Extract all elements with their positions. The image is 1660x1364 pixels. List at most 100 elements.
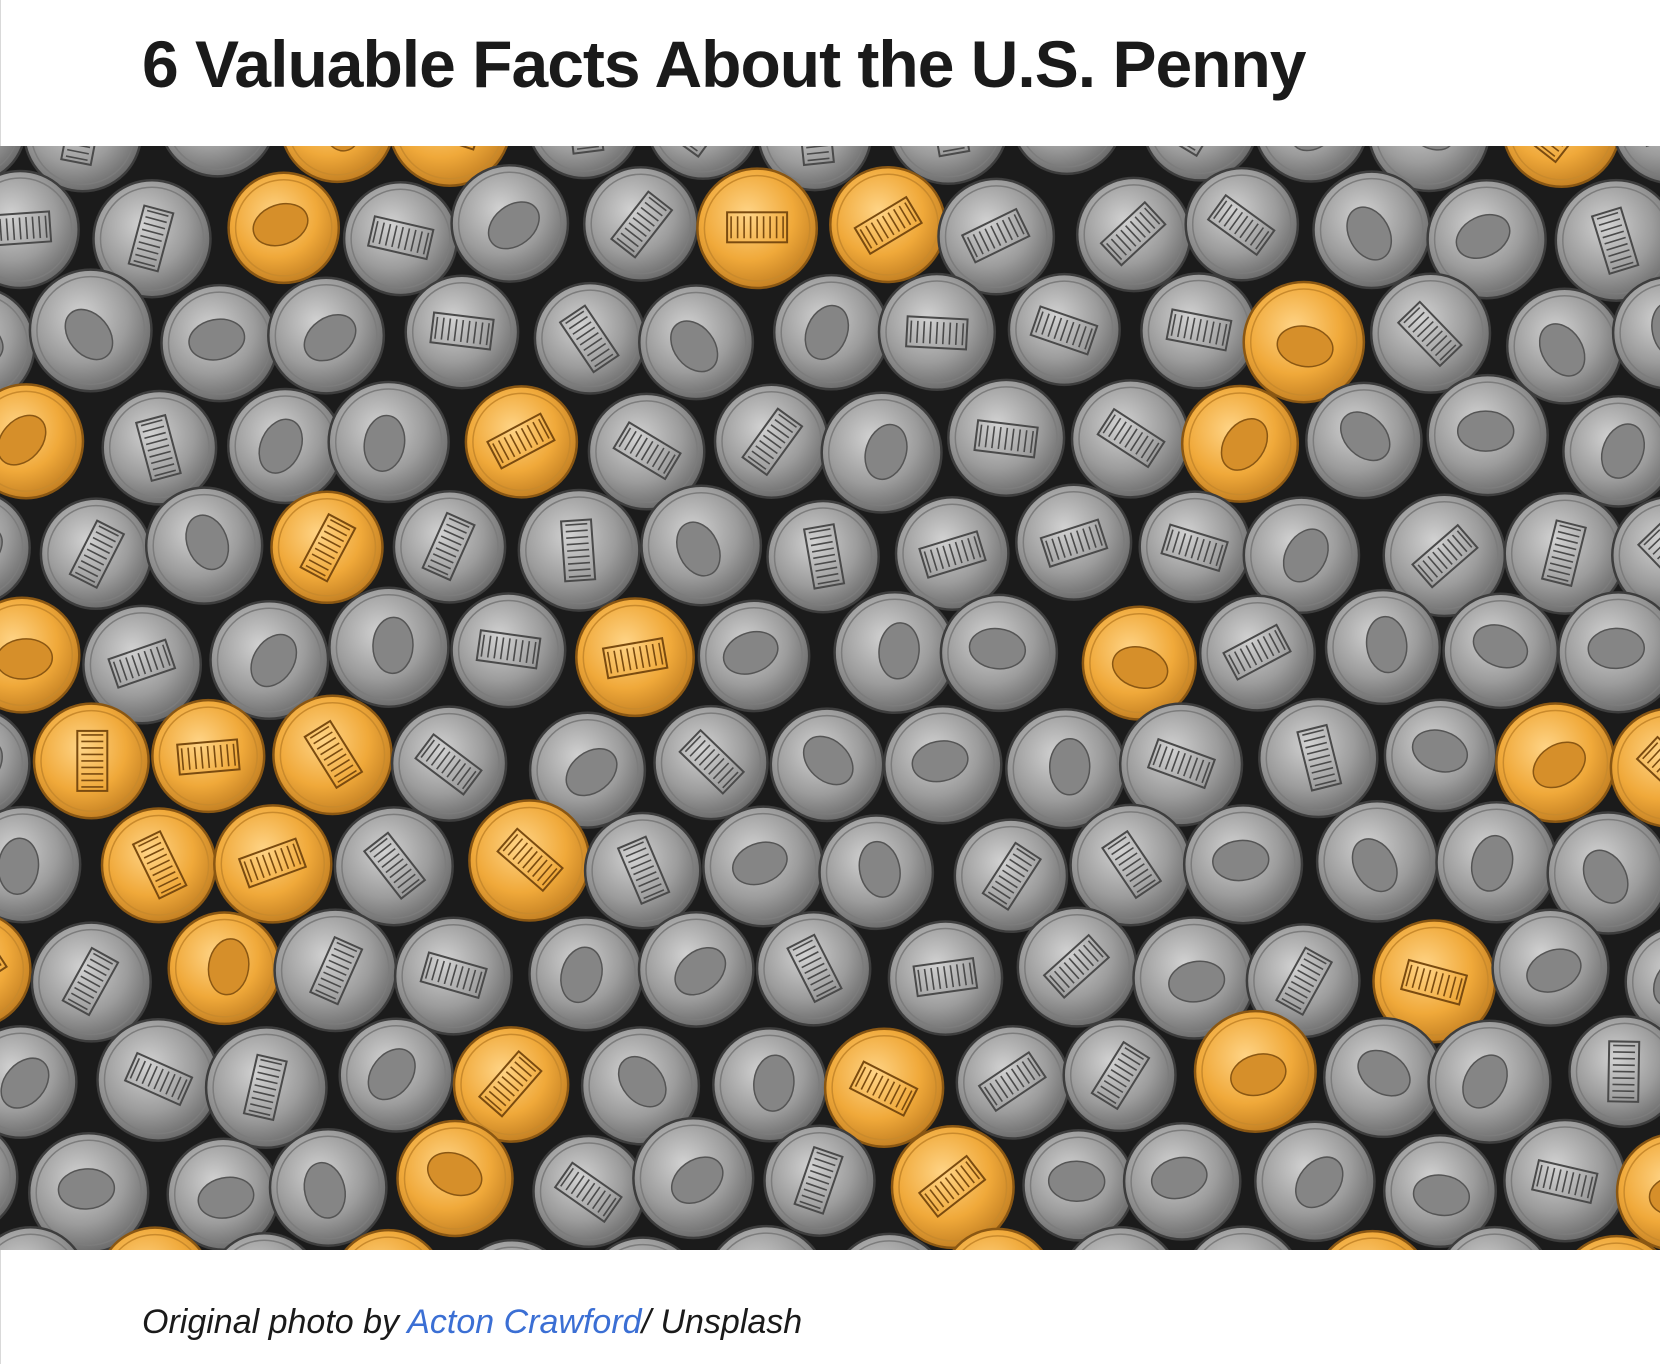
copper-penny bbox=[227, 171, 341, 285]
gray-penny bbox=[393, 916, 513, 1036]
gray-penny bbox=[697, 599, 811, 713]
gray-penny bbox=[392, 490, 507, 604]
gray-penny bbox=[883, 705, 1003, 825]
gray-penny bbox=[1071, 1225, 1169, 1250]
gray-penny bbox=[1315, 800, 1439, 923]
photographer-link[interactable]: Acton Crawford bbox=[407, 1303, 642, 1341]
gray-penny bbox=[1322, 1017, 1445, 1139]
copper-penny bbox=[823, 1027, 945, 1148]
copper-penny bbox=[213, 804, 333, 924]
gray-penny bbox=[267, 276, 386, 395]
gray-penny bbox=[702, 805, 825, 928]
gray-penny bbox=[204, 1026, 328, 1150]
gray-penny bbox=[1624, 929, 1660, 1035]
gray-penny bbox=[772, 273, 890, 391]
gray-penny bbox=[638, 284, 755, 401]
copper-penny bbox=[1504, 146, 1619, 189]
gray-penny bbox=[650, 146, 756, 181]
copper-penny bbox=[1495, 702, 1616, 823]
gray-penny bbox=[0, 146, 24, 176]
copper-penny bbox=[890, 1125, 1015, 1250]
gray-penny bbox=[1069, 803, 1193, 927]
gray-penny bbox=[755, 910, 872, 1027]
copper-penny bbox=[270, 490, 384, 605]
gray-penny bbox=[1258, 697, 1379, 819]
copper-penny bbox=[100, 807, 217, 924]
gray-penny bbox=[165, 146, 270, 178]
gray-penny bbox=[955, 1025, 1071, 1140]
gray-penny bbox=[583, 811, 702, 930]
copper-penny bbox=[1609, 708, 1660, 828]
article-title: 6 Valuable Facts About the U.S. Penny bbox=[142, 27, 1307, 101]
gray-penny bbox=[582, 165, 699, 282]
gray-penny bbox=[632, 1116, 755, 1240]
gray-penny bbox=[0, 1225, 78, 1250]
pennies-photo bbox=[0, 146, 1660, 1250]
gray-penny bbox=[1193, 1225, 1292, 1250]
gray-penny bbox=[209, 599, 330, 721]
gray-penny bbox=[82, 604, 203, 725]
gray-penny bbox=[0, 713, 31, 814]
gray-penny bbox=[1491, 908, 1610, 1027]
gray-penny bbox=[1075, 176, 1192, 293]
gray-penny bbox=[640, 484, 763, 607]
gray-penny bbox=[604, 1236, 682, 1250]
gray-penny bbox=[28, 268, 153, 393]
gray-penny bbox=[268, 1128, 388, 1247]
gray-penny bbox=[1324, 588, 1442, 706]
gray-penny bbox=[532, 1134, 646, 1249]
gray-penny bbox=[0, 1024, 78, 1140]
copper-penny bbox=[32, 702, 150, 820]
gray-penny bbox=[1557, 591, 1660, 714]
gray-penny bbox=[847, 1232, 932, 1250]
gray-penny bbox=[1254, 1120, 1376, 1243]
gray-penny bbox=[27, 1132, 150, 1250]
gray-penny bbox=[766, 499, 880, 614]
copper-penny bbox=[464, 385, 579, 499]
gray-penny bbox=[653, 704, 769, 821]
gray-penny bbox=[894, 496, 1010, 611]
gray-penny bbox=[587, 392, 706, 511]
gray-penny bbox=[1369, 272, 1492, 394]
gray-penny bbox=[1503, 1118, 1627, 1243]
gray-penny bbox=[450, 163, 570, 283]
gray-penny bbox=[166, 1137, 280, 1250]
copper-penny bbox=[696, 167, 819, 290]
gray-penny bbox=[1140, 272, 1258, 390]
gray-penny bbox=[477, 1238, 547, 1250]
gray-penny bbox=[1070, 379, 1191, 499]
gray-penny bbox=[1611, 276, 1660, 390]
gray-penny bbox=[531, 146, 636, 180]
copper-penny bbox=[0, 596, 81, 714]
gray-penny bbox=[273, 908, 398, 1033]
gray-penny bbox=[1242, 496, 1361, 615]
gray-penny bbox=[820, 391, 943, 514]
gray-penny bbox=[1426, 373, 1549, 497]
gray-penny bbox=[1007, 272, 1121, 387]
gray-penny bbox=[1615, 146, 1660, 184]
gray-penny bbox=[92, 178, 212, 299]
copper-penny bbox=[0, 383, 85, 500]
copper-penny bbox=[1242, 280, 1366, 404]
copper-penny bbox=[108, 1226, 202, 1250]
gray-penny bbox=[39, 497, 153, 611]
gray-penny bbox=[1122, 1122, 1242, 1241]
gray-penny bbox=[1132, 916, 1256, 1040]
gray-penny bbox=[333, 806, 454, 927]
copper-penny bbox=[1576, 1234, 1657, 1250]
gray-penny bbox=[1257, 146, 1365, 183]
gray-penny bbox=[160, 283, 279, 403]
gray-penny bbox=[101, 389, 218, 506]
gray-penny bbox=[580, 1026, 701, 1146]
copper-penny bbox=[1081, 605, 1197, 721]
copper-penny bbox=[272, 694, 393, 816]
gray-penny bbox=[1562, 395, 1660, 508]
gray-penny bbox=[1184, 166, 1300, 282]
gray-penny bbox=[1383, 698, 1498, 813]
copper-penny bbox=[952, 1227, 1044, 1250]
gray-penny bbox=[1015, 483, 1133, 601]
gray-penny bbox=[833, 590, 957, 715]
gray-penny bbox=[1118, 702, 1244, 827]
gray-penny bbox=[712, 1027, 828, 1143]
copper-penny bbox=[1327, 1229, 1418, 1250]
